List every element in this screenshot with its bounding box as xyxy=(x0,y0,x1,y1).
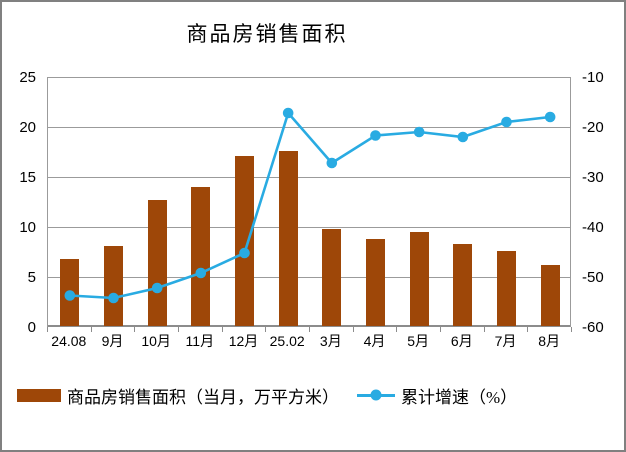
bar-3月 xyxy=(322,229,342,326)
bar-series-swatch-icon xyxy=(17,388,61,402)
right-axis-tick-label: -40 xyxy=(582,218,604,236)
x-axis-category-label: 24.08 xyxy=(51,333,87,349)
trend-marker-6月 xyxy=(457,131,469,143)
x-axis-category-label: 4月 xyxy=(363,333,386,349)
plot-area xyxy=(47,77,571,327)
trend-marker-8月 xyxy=(544,111,556,123)
trend-marker-5月 xyxy=(413,126,425,138)
trend-marker-24.08 xyxy=(64,290,76,301)
x-axis-tick-mark xyxy=(571,327,572,332)
x-axis-category-label: 5月 xyxy=(407,333,430,349)
chart-title: 商品房销售面积 xyxy=(186,23,348,46)
x-axis-category-label: 6月 xyxy=(450,333,473,349)
left-axis-tick-label: 25 xyxy=(19,68,36,86)
x-axis-tick-mark xyxy=(134,327,136,332)
x-axis-line xyxy=(48,325,570,327)
left-axis-tick-label: 20 xyxy=(19,118,36,136)
bar-9月 xyxy=(104,246,123,326)
legend-item-bar-series: 商品房销售面积（当月，万平方米） xyxy=(17,383,339,408)
gridline xyxy=(48,127,570,129)
bar-4月 xyxy=(366,239,385,326)
bar-8月 xyxy=(540,265,560,326)
legend-label-bar-series: 商品房销售面积（当月，万平方米） xyxy=(67,387,339,407)
gridline xyxy=(48,177,570,179)
trend-marker-12月 xyxy=(239,247,250,259)
legend-label-line-series: 累计增速（%） xyxy=(401,387,518,407)
x-axis-category-label: 11月 xyxy=(185,333,215,349)
bar-11月 xyxy=(191,187,211,326)
right-axis-tick-label: -50 xyxy=(582,268,604,286)
legend-item-line-series: 累计增速（%） xyxy=(351,383,517,408)
x-axis-tick-mark xyxy=(47,327,48,332)
x-axis-category-label: 7月 xyxy=(494,333,517,349)
x-axis-category-label: 10月 xyxy=(141,333,171,349)
trend-marker-9月 xyxy=(108,292,119,304)
right-axis-tick-label: -60 xyxy=(582,318,604,336)
x-axis-category-label: 3月 xyxy=(319,333,342,349)
trend-marker-10月 xyxy=(151,282,163,294)
left-axis-tick-label: 0 xyxy=(27,318,36,336)
legend: 商品房销售面积（当月，万平方米） 累计增速（%） xyxy=(17,383,517,408)
x-axis-tick-mark xyxy=(396,327,398,332)
x-axis-category-label: 8月 xyxy=(538,333,561,349)
x-axis-tick-mark xyxy=(90,327,92,332)
gridline xyxy=(48,227,570,229)
bar-5月 xyxy=(409,232,429,326)
x-axis-tick-mark xyxy=(221,327,223,332)
x-axis-tick-mark xyxy=(265,327,267,332)
trend-marker-25.02 xyxy=(282,107,294,119)
x-axis-tick-mark xyxy=(352,327,354,332)
x-axis-tick-mark xyxy=(178,327,179,332)
x-axis-tick-mark xyxy=(483,327,485,332)
left-axis-tick-label: 5 xyxy=(27,268,36,286)
gridline xyxy=(48,277,570,279)
right-axis-tick-label: -30 xyxy=(582,168,604,186)
line-series-swatch-icon xyxy=(357,389,395,401)
gridline xyxy=(48,77,570,79)
x-axis-tick-mark xyxy=(440,327,441,332)
line-marker-icon xyxy=(370,389,382,401)
x-axis-category-label: 12月 xyxy=(228,333,259,349)
left-axis-tick-label: 10 xyxy=(19,218,36,236)
x-axis-category-label: 9月 xyxy=(101,333,124,349)
bar-10月 xyxy=(147,200,167,326)
bar-12月 xyxy=(235,156,254,326)
x-axis-tick-mark xyxy=(309,327,310,332)
bar-25.02 xyxy=(278,151,298,326)
bar-6月 xyxy=(453,244,473,326)
bar-7月 xyxy=(497,251,516,326)
right-axis-tick-label: -10 xyxy=(582,68,604,86)
trend-marker-11月 xyxy=(195,267,207,279)
right-axis-tick-label: -20 xyxy=(582,118,604,136)
trend-line xyxy=(69,110,551,300)
x-axis-tick-mark xyxy=(527,327,529,332)
trend-marker-4月 xyxy=(370,130,381,141)
trend-line-layer xyxy=(64,107,556,304)
trend-marker-7月 xyxy=(501,116,512,128)
x-axis-category-label: 25.02 xyxy=(269,333,305,349)
left-axis-tick-label: 15 xyxy=(19,168,36,186)
trend-marker-3月 xyxy=(326,157,338,169)
